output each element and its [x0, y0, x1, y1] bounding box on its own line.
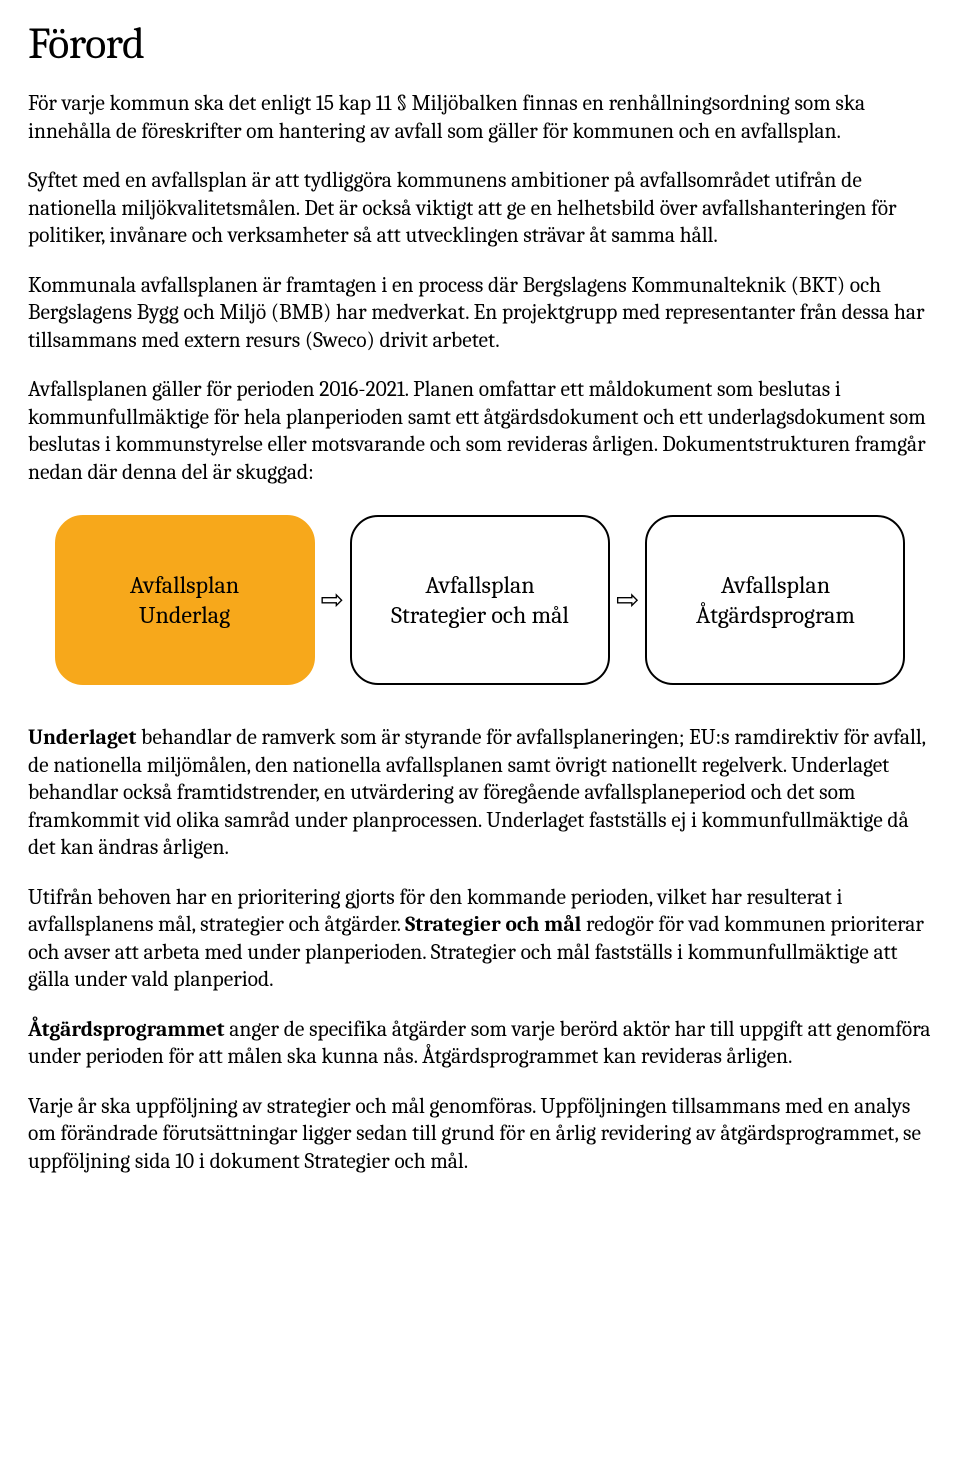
page-title: Förord: [28, 18, 932, 69]
box-line2: Underlag: [139, 600, 230, 630]
box-line2: Strategier och mål: [391, 600, 569, 630]
box-strategier: Avfallsplan Strategier och mål: [350, 515, 610, 685]
paragraph-1: För varje kommun ska det enligt 15 kap 1…: [28, 91, 932, 146]
term-underlaget: Underlaget: [28, 726, 136, 750]
box-line1: Avfallsplan: [721, 570, 830, 600]
box-line2: Åtgärdsprogram: [696, 600, 855, 630]
paragraph-5-text: behandlar de ramverk som är styrande för…: [28, 726, 925, 860]
paragraph-6: Utifrån behoven har en prioritering gjor…: [28, 885, 932, 995]
box-underlag: Avfallsplan Underlag: [55, 515, 315, 685]
paragraph-5: Underlaget behandlar de ramverk som är s…: [28, 725, 932, 863]
paragraph-3: Kommunala avfallsplanen är framtagen i e…: [28, 273, 932, 356]
arrow-icon: ⇨: [319, 586, 346, 614]
paragraph-2: Syftet med en avfallsplan är att tydligg…: [28, 168, 932, 251]
arrow-icon: ⇨: [614, 586, 641, 614]
document-structure-diagram: Avfallsplan Underlag ⇨ Avfallsplan Strat…: [28, 515, 932, 685]
paragraph-4: Avfallsplanen gäller för perioden 2016-2…: [28, 377, 932, 487]
paragraph-7: Åtgärdsprogrammet anger de specifika åtg…: [28, 1017, 932, 1072]
box-atgardsprogram: Avfallsplan Åtgärdsprogram: [645, 515, 905, 685]
term-atgardsprogrammet: Åtgärdsprogrammet: [28, 1018, 225, 1042]
paragraph-8: Varje år ska uppföljning av strategier o…: [28, 1094, 932, 1177]
term-strategier: Strategier och mål: [405, 913, 581, 937]
box-line1: Avfallsplan: [425, 570, 534, 600]
box-line1: Avfallsplan: [130, 570, 239, 600]
